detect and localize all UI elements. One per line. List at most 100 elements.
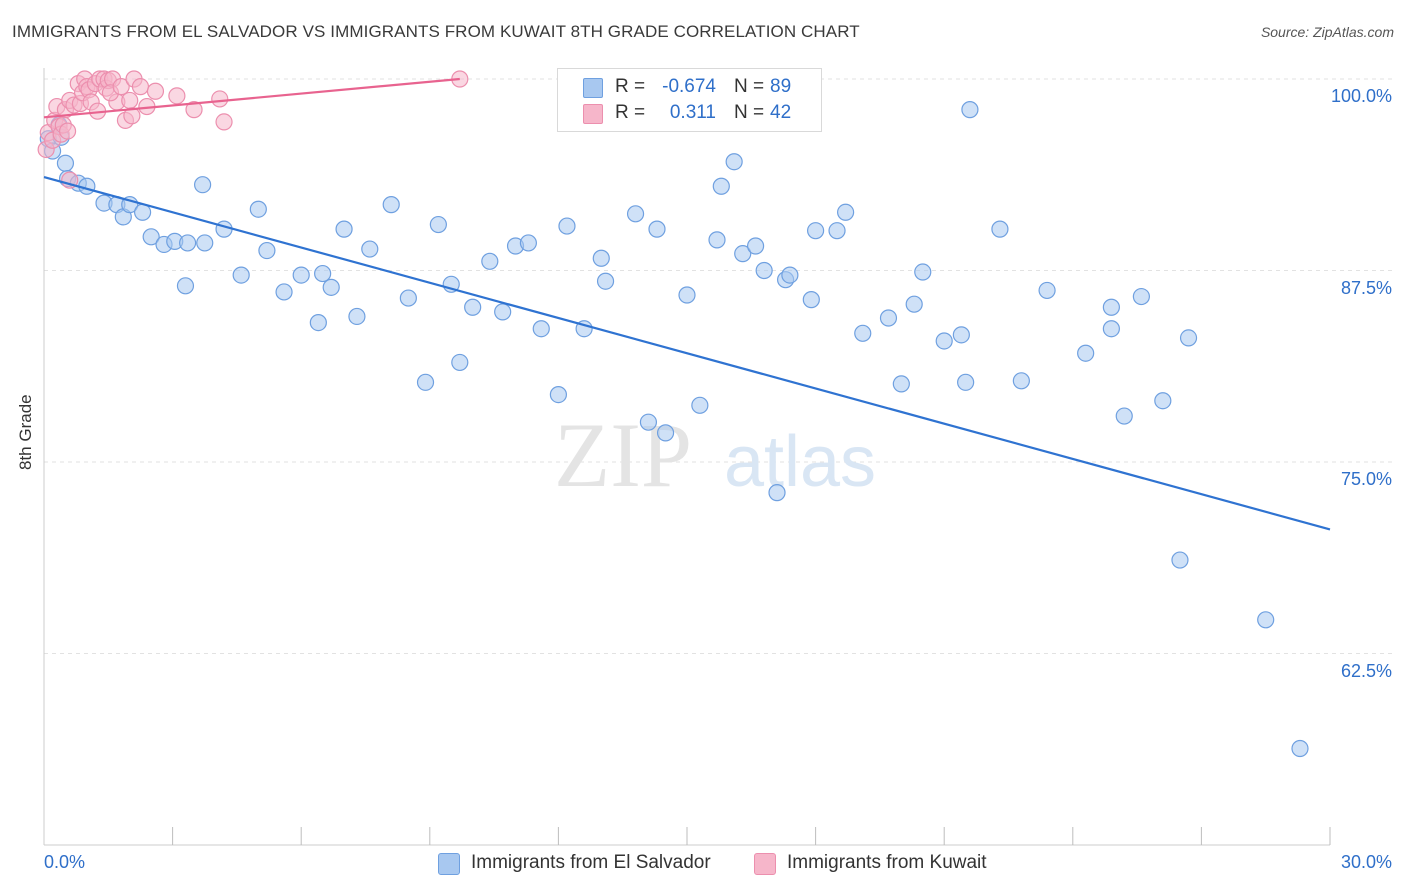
- el-salvador-point: [596, 272, 615, 290]
- el-salvador-point: [399, 289, 417, 307]
- el-salvador-point: [451, 353, 469, 372]
- el-salvador-point: [1171, 551, 1189, 569]
- el-salvador-point: [1077, 344, 1095, 362]
- el-salvador-point: [1291, 739, 1309, 758]
- el-salvador-point: [1132, 287, 1150, 306]
- el-salvador-point: [292, 266, 310, 284]
- el-salvador-point: [232, 266, 250, 284]
- el-salvador-point: [854, 324, 872, 342]
- kuwait-trend-line: [43, 77, 460, 119]
- n-value: 89: [770, 76, 792, 97]
- el-salvador-trend-line: [43, 175, 1331, 531]
- el-salvador-point: [348, 307, 366, 326]
- el-salvador-point: [905, 295, 923, 313]
- el-salvador-swatch: [583, 78, 603, 98]
- el-salvador-point: [802, 291, 820, 309]
- el-salvador-point: [382, 196, 400, 214]
- el-salvador-point: [429, 215, 447, 234]
- stats-legend: R = -0.674 N = 89 R = 0.311 N = 42: [557, 68, 822, 132]
- kuwait-point: [168, 87, 186, 105]
- el-salvador-point: [314, 264, 332, 283]
- watermark-atlas: atlas: [724, 422, 876, 502]
- n-label: N =: [734, 76, 765, 97]
- legend-swatch-pink: [754, 853, 776, 875]
- legend-label: Immigrants from Kuwait: [787, 852, 987, 873]
- kuwait-point: [215, 113, 233, 131]
- y-tick-label: 75.0%: [1340, 469, 1392, 489]
- x-tick-label-min: 0.0%: [44, 852, 86, 872]
- el-salvador-point: [952, 326, 970, 344]
- kuwait-point: [123, 107, 141, 125]
- kuwait-point: [211, 90, 229, 108]
- r-value: -0.674: [662, 76, 716, 97]
- el-salvador-point: [828, 222, 846, 240]
- el-salvador-point: [678, 286, 696, 304]
- kuwait-point: [131, 78, 150, 96]
- legend-swatch-blue: [438, 853, 460, 875]
- r-value: 0.311: [669, 102, 716, 123]
- el-salvador-point: [258, 241, 276, 260]
- el-salvador-point: [481, 252, 499, 270]
- y-tick-label: 62.5%: [1340, 660, 1392, 681]
- series-kuwait-points: [37, 70, 469, 189]
- el-salvador-point: [991, 220, 1009, 238]
- el-salvador-point: [142, 228, 160, 246]
- el-salvador-point: [1038, 281, 1056, 300]
- el-salvador-point: [914, 263, 932, 281]
- el-salvador-point: [592, 249, 610, 267]
- el-salvador-point: [892, 375, 910, 393]
- el-salvador-point: [879, 309, 898, 327]
- el-salvador-point: [464, 298, 482, 316]
- el-salvador-point: [781, 266, 799, 284]
- el-salvador-point: [837, 203, 855, 221]
- el-salvador-point: [712, 177, 730, 195]
- y-axis-label: 8th Grade: [16, 394, 35, 470]
- el-salvador-point: [56, 154, 75, 172]
- el-salvador-point: [549, 385, 568, 404]
- source-label: Source: ZipAtlas.com: [1260, 24, 1394, 40]
- kuwait-swatch: [583, 104, 603, 124]
- el-salvador-point: [309, 313, 327, 332]
- y-tick-label: 87.5%: [1340, 277, 1392, 298]
- el-salvador-point: [1154, 392, 1172, 410]
- gridlines: [44, 78, 1392, 654]
- r-label: R =: [615, 76, 646, 97]
- el-salvador-point: [1012, 372, 1030, 390]
- el-salvador-point: [335, 220, 353, 238]
- el-salvador-point: [249, 200, 267, 218]
- el-salvador-point: [361, 240, 379, 258]
- el-salvador-point: [196, 234, 214, 252]
- kuwait-point: [146, 82, 165, 100]
- el-salvador-point: [1115, 407, 1133, 425]
- el-salvador-point: [746, 237, 765, 255]
- r-label: R =: [615, 102, 646, 123]
- el-salvador-point: [691, 396, 709, 414]
- el-salvador-point: [215, 220, 233, 238]
- stats-legend-row-el-salvador: R = -0.674 N = 89: [558, 75, 821, 101]
- el-salvador-point: [1179, 329, 1198, 347]
- el-salvador-point: [734, 245, 752, 263]
- el-salvador-point: [494, 303, 512, 321]
- el-salvador-point: [1102, 298, 1120, 316]
- el-salvador-point: [648, 220, 666, 238]
- el-salvador-point: [194, 176, 212, 194]
- el-salvador-point: [725, 153, 743, 171]
- n-value: 42: [770, 102, 792, 123]
- el-salvador-point: [755, 261, 773, 280]
- el-salvador-point: [626, 205, 645, 223]
- kuwait-point: [112, 78, 130, 96]
- y-tick-label: 100.0%: [1330, 86, 1392, 106]
- el-salvador-point: [176, 277, 195, 295]
- el-salvador-point: [532, 320, 550, 338]
- el-salvador-point: [558, 217, 576, 235]
- el-salvador-point: [957, 373, 975, 391]
- el-salvador-point: [806, 222, 825, 240]
- el-salvador-point: [961, 101, 979, 119]
- axes: [43, 68, 1331, 846]
- el-salvador-point: [708, 231, 726, 249]
- kuwait-point: [58, 122, 77, 140]
- el-salvador-point: [935, 332, 953, 350]
- el-salvador-point: [416, 373, 435, 391]
- stats-legend-row-kuwait: R = 0.311 N = 42: [558, 101, 821, 127]
